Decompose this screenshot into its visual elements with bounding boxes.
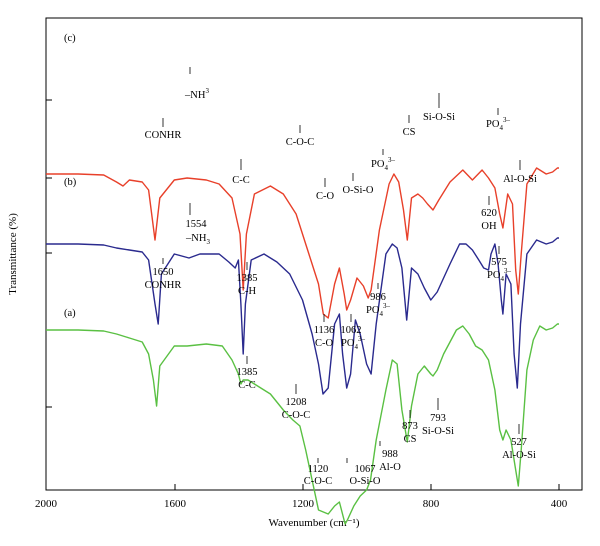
annotation-label: 986 (370, 292, 386, 303)
annotation-label: 1120 (308, 464, 329, 475)
annotation-label: PO43– (366, 302, 390, 318)
annotation-label: 873 (402, 421, 418, 432)
annotation-label: 575 (491, 257, 507, 268)
annotation-label: 1136 (314, 325, 335, 336)
annotation-label: PO43– (486, 116, 510, 132)
annotation-label: C-H (238, 286, 257, 297)
annotation-label: 1385 (237, 367, 258, 378)
annotation-label: Al-O (379, 462, 401, 473)
annotation-label: 1062 (341, 325, 362, 336)
annotation-label: Si-O-Si (422, 426, 454, 437)
annotation-label: O-Si-O (350, 476, 381, 487)
annotation-label: O-Si-O (343, 185, 374, 196)
annotation-label: –NH3 (184, 87, 209, 101)
x-axis-title: Wavenumber (cm⁻¹) (269, 517, 360, 529)
series-layer (46, 167, 559, 525)
annotation-label: C-O-C (286, 137, 315, 148)
annotation-label: 988 (382, 449, 398, 460)
annotation-label: PO43– (371, 156, 395, 172)
annotation-label: 1385 (237, 273, 258, 284)
annotation-label: C-O (315, 338, 334, 349)
x-tick-label: 400 (551, 498, 568, 510)
x-tick-label: 1600 (164, 498, 187, 510)
annotation-label: C-O-C (304, 476, 333, 487)
annotation-label: (a) (64, 308, 76, 319)
annotation-label: 1067 (355, 464, 376, 475)
annotation-label: 1554 (186, 219, 208, 230)
plot-frame (45, 17, 583, 491)
annotation-label: C-C (238, 380, 256, 391)
annotation-label: 1650 (153, 267, 174, 278)
annotation-label: Al-O-Si (502, 450, 536, 461)
annotation-label: CS (404, 434, 417, 445)
annotation-label: OH (481, 221, 497, 232)
x-tick-label: 2000 (35, 498, 58, 510)
y-axis-title: Transmittance (%) (7, 213, 19, 295)
annotation-leaders (162, 67, 521, 463)
annotation-label: CONHR (145, 130, 182, 141)
annotation-label: (b) (64, 177, 77, 188)
annotation-label: 793 (430, 413, 446, 424)
annotation-label: CONHR (145, 280, 182, 291)
series-line-b (46, 237, 559, 395)
x-tick-label: 1200 (292, 498, 315, 510)
annotation-label: C-O (316, 191, 335, 202)
annotation-label: CS (403, 127, 416, 138)
annotation-label: PO43– (341, 335, 365, 351)
annotation-label: –NH3 (185, 233, 210, 246)
series-line-a (46, 323, 559, 525)
annotation-label: 527 (511, 437, 527, 448)
series-line-c (46, 167, 559, 319)
annotation-label: PO43– (487, 267, 511, 283)
annotation-layer: (c) (b) (a) CONHR –NH3 C-C C-O-C C-O O-Si-O PO43–… (64, 33, 537, 487)
y-ticks (46, 99, 52, 408)
annotation-label: Si-O-Si (423, 112, 455, 123)
annotation-label: (c) (64, 33, 76, 44)
annotation-label: 620 (481, 208, 497, 219)
annotation-label: C-C (232, 175, 250, 186)
annotation-label: Al-O-Si (503, 174, 537, 185)
x-tick-label: 800 (423, 498, 440, 510)
annotation-label: C-O-C (282, 410, 311, 421)
annotation-label: 1208 (286, 397, 307, 408)
x-ticks: 2000 1600 1200 800 400 (35, 484, 568, 510)
